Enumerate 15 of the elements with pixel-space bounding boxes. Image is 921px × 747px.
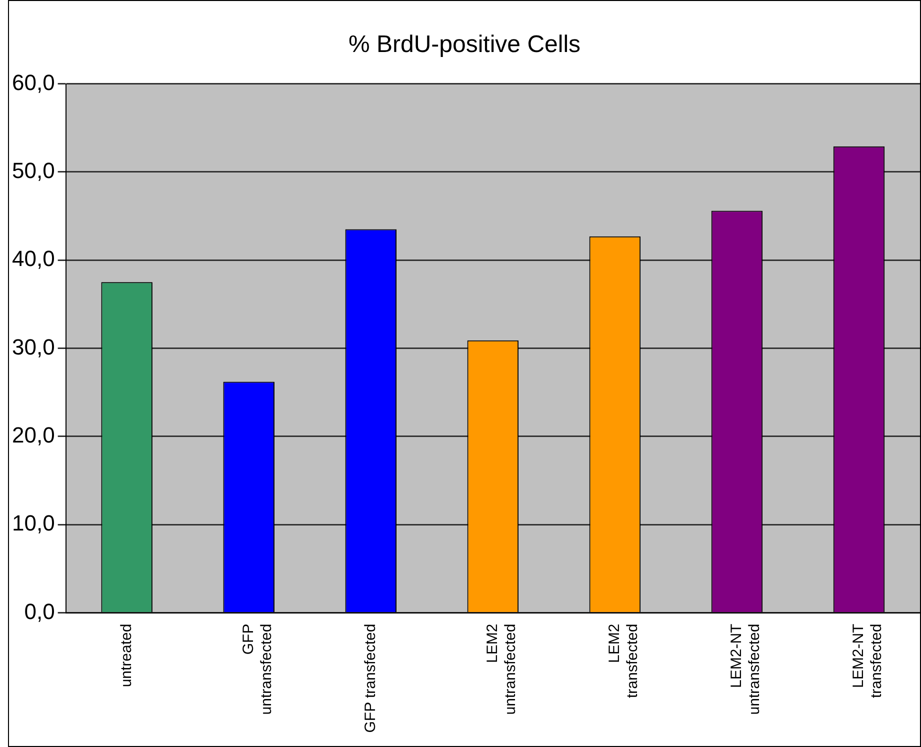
x-tick-label: LEM2-NT untransfected bbox=[728, 624, 764, 715]
x-tick-label: GFP transfected bbox=[362, 624, 380, 733]
y-tick-label: 10,0 bbox=[12, 510, 55, 536]
x-tick-label: LEM2 untransfected bbox=[484, 624, 520, 715]
x-tick-label: GFP untransfected bbox=[240, 624, 275, 715]
x-tick-label: LEM2-NT transfected bbox=[850, 624, 886, 698]
y-tick-label: 20,0 bbox=[12, 422, 55, 448]
y-tick-label: 0,0 bbox=[24, 598, 55, 624]
y-tick-label: 40,0 bbox=[12, 246, 55, 272]
y-tick-label: 30,0 bbox=[12, 334, 55, 360]
x-tick-label: LEM2 transfected bbox=[606, 624, 642, 698]
chart-title: % BrdU-positive Cells bbox=[348, 31, 581, 58]
x-tick-label: untreated bbox=[118, 624, 135, 688]
y-tick-label: 50,0 bbox=[12, 158, 55, 184]
y-tick-label: 60,0 bbox=[12, 70, 55, 95]
